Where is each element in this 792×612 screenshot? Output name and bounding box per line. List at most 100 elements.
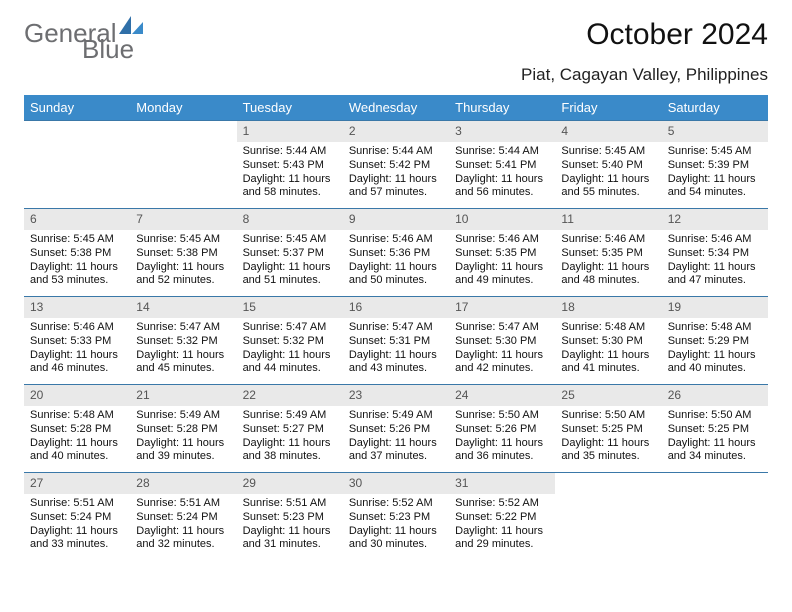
calendar-cell: 1Sunrise: 5:44 AMSunset: 5:43 PMDaylight… — [237, 121, 343, 209]
day-number: 29 — [237, 473, 343, 494]
day-number: 6 — [24, 209, 130, 230]
day-body: Sunrise: 5:47 AMSunset: 5:31 PMDaylight:… — [343, 318, 449, 384]
calendar-cell — [662, 473, 768, 561]
calendar-cell: 18Sunrise: 5:48 AMSunset: 5:30 PMDayligh… — [555, 297, 661, 385]
weekday-header: Monday — [130, 95, 236, 121]
daylight-text: Daylight: 11 hours and 41 minutes. — [561, 349, 655, 377]
calendar-cell — [130, 121, 236, 209]
daylight-text: Daylight: 11 hours and 40 minutes. — [30, 437, 124, 465]
day-number: 17 — [449, 297, 555, 318]
day-number: 31 — [449, 473, 555, 494]
sunrise-text: Sunrise: 5:47 AM — [136, 321, 230, 335]
day-body: Sunrise: 5:45 AMSunset: 5:40 PMDaylight:… — [555, 142, 661, 208]
calendar-cell: 25Sunrise: 5:50 AMSunset: 5:25 PMDayligh… — [555, 385, 661, 473]
daylight-text: Daylight: 11 hours and 50 minutes. — [349, 261, 443, 289]
calendar-cell: 27Sunrise: 5:51 AMSunset: 5:24 PMDayligh… — [24, 473, 130, 561]
sunrise-text: Sunrise: 5:50 AM — [668, 409, 762, 423]
day-body: Sunrise: 5:50 AMSunset: 5:25 PMDaylight:… — [555, 406, 661, 472]
sunrise-text: Sunrise: 5:46 AM — [455, 233, 549, 247]
day-body: Sunrise: 5:52 AMSunset: 5:23 PMDaylight:… — [343, 494, 449, 560]
sunset-text: Sunset: 5:38 PM — [136, 247, 230, 261]
sunset-text: Sunset: 5:25 PM — [561, 423, 655, 437]
sunrise-text: Sunrise: 5:52 AM — [349, 497, 443, 511]
day-number: 24 — [449, 385, 555, 406]
day-number: 10 — [449, 209, 555, 230]
calendar-cell: 12Sunrise: 5:46 AMSunset: 5:34 PMDayligh… — [662, 209, 768, 297]
day-body: Sunrise: 5:44 AMSunset: 5:42 PMDaylight:… — [343, 142, 449, 208]
day-body: Sunrise: 5:46 AMSunset: 5:35 PMDaylight:… — [555, 230, 661, 296]
sunrise-text: Sunrise: 5:51 AM — [243, 497, 337, 511]
day-number: 25 — [555, 385, 661, 406]
weekday-header: Tuesday — [237, 95, 343, 121]
day-number: 5 — [662, 121, 768, 142]
sunset-text: Sunset: 5:43 PM — [243, 159, 337, 173]
day-body: Sunrise: 5:48 AMSunset: 5:29 PMDaylight:… — [662, 318, 768, 384]
page-title: October 2024 — [586, 18, 768, 52]
sunset-text: Sunset: 5:37 PM — [243, 247, 337, 261]
sunrise-text: Sunrise: 5:45 AM — [30, 233, 124, 247]
calendar-cell: 6Sunrise: 5:45 AMSunset: 5:38 PMDaylight… — [24, 209, 130, 297]
daylight-text: Daylight: 11 hours and 44 minutes. — [243, 349, 337, 377]
weekday-header-row: Sunday Monday Tuesday Wednesday Thursday… — [24, 95, 768, 121]
daylight-text: Daylight: 11 hours and 32 minutes. — [136, 525, 230, 553]
calendar-cell: 20Sunrise: 5:48 AMSunset: 5:28 PMDayligh… — [24, 385, 130, 473]
sunrise-text: Sunrise: 5:44 AM — [349, 145, 443, 159]
day-number: 18 — [555, 297, 661, 318]
daylight-text: Daylight: 11 hours and 43 minutes. — [349, 349, 443, 377]
day-number: 13 — [24, 297, 130, 318]
sunrise-text: Sunrise: 5:47 AM — [243, 321, 337, 335]
daylight-text: Daylight: 11 hours and 54 minutes. — [668, 173, 762, 201]
sunrise-text: Sunrise: 5:49 AM — [349, 409, 443, 423]
sunset-text: Sunset: 5:34 PM — [668, 247, 762, 261]
sunset-text: Sunset: 5:39 PM — [668, 159, 762, 173]
sunrise-text: Sunrise: 5:45 AM — [668, 145, 762, 159]
day-body: Sunrise: 5:45 AMSunset: 5:39 PMDaylight:… — [662, 142, 768, 208]
calendar-cell: 11Sunrise: 5:46 AMSunset: 5:35 PMDayligh… — [555, 209, 661, 297]
daylight-text: Daylight: 11 hours and 31 minutes. — [243, 525, 337, 553]
daylight-text: Daylight: 11 hours and 56 minutes. — [455, 173, 549, 201]
day-number: 1 — [237, 121, 343, 142]
sunset-text: Sunset: 5:29 PM — [668, 335, 762, 349]
calendar-body: 1Sunrise: 5:44 AMSunset: 5:43 PMDaylight… — [24, 121, 768, 561]
day-body: Sunrise: 5:46 AMSunset: 5:35 PMDaylight:… — [449, 230, 555, 296]
calendar-cell: 8Sunrise: 5:45 AMSunset: 5:37 PMDaylight… — [237, 209, 343, 297]
day-number: 8 — [237, 209, 343, 230]
sunset-text: Sunset: 5:35 PM — [561, 247, 655, 261]
day-body: Sunrise: 5:45 AMSunset: 5:38 PMDaylight:… — [24, 230, 130, 296]
day-number: 27 — [24, 473, 130, 494]
day-body: Sunrise: 5:47 AMSunset: 5:32 PMDaylight:… — [130, 318, 236, 384]
daylight-text: Daylight: 11 hours and 53 minutes. — [30, 261, 124, 289]
sunrise-text: Sunrise: 5:45 AM — [136, 233, 230, 247]
calendar-cell: 15Sunrise: 5:47 AMSunset: 5:32 PMDayligh… — [237, 297, 343, 385]
daylight-text: Daylight: 11 hours and 51 minutes. — [243, 261, 337, 289]
weekday-header: Friday — [555, 95, 661, 121]
calendar-cell: 24Sunrise: 5:50 AMSunset: 5:26 PMDayligh… — [449, 385, 555, 473]
sunset-text: Sunset: 5:31 PM — [349, 335, 443, 349]
sail-icon — [119, 16, 143, 36]
sunrise-text: Sunrise: 5:45 AM — [561, 145, 655, 159]
day-number: 14 — [130, 297, 236, 318]
daylight-text: Daylight: 11 hours and 29 minutes. — [455, 525, 549, 553]
calendar-cell: 31Sunrise: 5:52 AMSunset: 5:22 PMDayligh… — [449, 473, 555, 561]
day-number: 30 — [343, 473, 449, 494]
day-number: 11 — [555, 209, 661, 230]
sunset-text: Sunset: 5:36 PM — [349, 247, 443, 261]
calendar-cell: 10Sunrise: 5:46 AMSunset: 5:35 PMDayligh… — [449, 209, 555, 297]
day-body: Sunrise: 5:46 AMSunset: 5:36 PMDaylight:… — [343, 230, 449, 296]
calendar-week-row: 20Sunrise: 5:48 AMSunset: 5:28 PMDayligh… — [24, 385, 768, 473]
sunrise-text: Sunrise: 5:44 AM — [243, 145, 337, 159]
calendar-table: Sunday Monday Tuesday Wednesday Thursday… — [24, 95, 768, 560]
daylight-text: Daylight: 11 hours and 55 minutes. — [561, 173, 655, 201]
weekday-header: Thursday — [449, 95, 555, 121]
calendar-cell: 19Sunrise: 5:48 AMSunset: 5:29 PMDayligh… — [662, 297, 768, 385]
calendar-cell: 26Sunrise: 5:50 AMSunset: 5:25 PMDayligh… — [662, 385, 768, 473]
day-number: 23 — [343, 385, 449, 406]
day-body: Sunrise: 5:44 AMSunset: 5:43 PMDaylight:… — [237, 142, 343, 208]
calendar-cell: 22Sunrise: 5:49 AMSunset: 5:27 PMDayligh… — [237, 385, 343, 473]
calendar-cell: 28Sunrise: 5:51 AMSunset: 5:24 PMDayligh… — [130, 473, 236, 561]
day-number: 4 — [555, 121, 661, 142]
sunset-text: Sunset: 5:42 PM — [349, 159, 443, 173]
calendar-cell: 17Sunrise: 5:47 AMSunset: 5:30 PMDayligh… — [449, 297, 555, 385]
calendar-cell — [555, 473, 661, 561]
sunset-text: Sunset: 5:24 PM — [136, 511, 230, 525]
